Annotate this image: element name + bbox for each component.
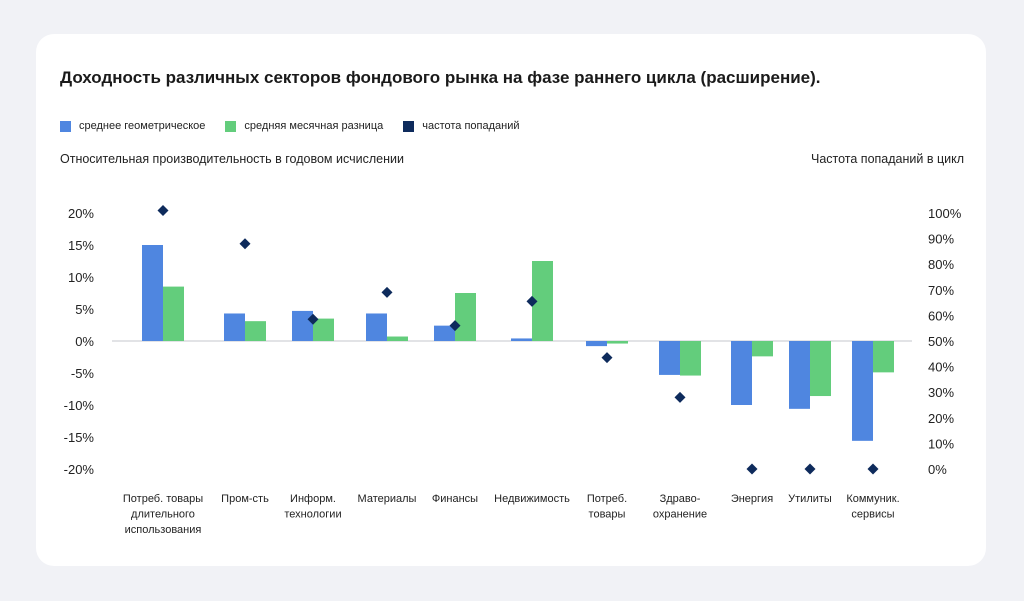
x-category-label-line: технологии [284,509,341,521]
x-category-label-line: охранение [653,509,707,521]
bar-monthly-difference [532,261,553,341]
y-tick-left: 0% [75,334,94,349]
x-category-label: Пром-сть [221,493,269,505]
bar-monthly-difference [607,341,628,344]
point-hit-rate [307,313,319,325]
y-tick-right: 70% [928,283,954,298]
y-tick-right: 10% [928,436,954,451]
point-hit-rate [157,204,169,216]
chart-title: Доходность различных секторов фондового … [60,68,821,87]
y-tick-right: 60% [928,308,954,323]
y-tick-right: 0% [928,462,947,477]
point-hit-rate [381,286,393,298]
y-tick-right: 80% [928,257,954,272]
y-tick-right: 30% [928,385,954,400]
bar-monthly-difference [810,341,831,397]
legend: среднее геометрическое средняя месячная … [60,120,540,132]
bar-geometric-mean [224,313,245,341]
x-category-label-line: Пром-сть [221,493,269,505]
bar-monthly-difference [873,341,894,373]
bar-geometric-mean [586,341,607,347]
bar-geometric-mean [292,310,313,341]
point-hit-rate [804,463,816,475]
bar-geometric-mean [511,338,532,341]
bar-geometric-mean [434,325,455,341]
x-category-label-line: Недвижимость [494,493,570,505]
y-tick-right: 20% [928,411,954,426]
x-category-label: Коммуник. сервисы [846,493,899,521]
point-hit-rate [239,238,251,250]
x-category-label: Информ. технологии [284,493,341,521]
point-hit-rate [526,295,538,307]
legend-label-geometric-mean: среднее геометрическое [79,120,206,132]
point-hit-rate [449,320,461,332]
x-category-label: Здраво-охранение [653,493,707,521]
bar-monthly-difference [313,318,334,341]
bar-geometric-mean [659,341,680,375]
x-category-label-line: товары [589,509,626,521]
legend-swatch-hit-rate [403,120,415,132]
y-tick-left: 5% [75,302,94,317]
x-category-label: Финансы [432,493,478,505]
x-category-label-line: Финансы [432,493,478,505]
point-hit-rate [674,391,686,403]
x-category-label-line: Потреб. [587,493,627,505]
x-category-label-line: длительного [131,509,195,521]
bar-monthly-difference [455,293,476,341]
x-category-label-line: Материалы [358,493,417,505]
x-category-label-line: Утилиты [788,493,832,505]
y-axis-right-title: Частота попаданий в цикл [811,152,964,166]
bar-monthly-difference [752,341,773,357]
x-category-label-line: сервисы [851,509,894,521]
legend-item-monthly-difference: средняя месячная разница [225,120,383,132]
x-category-label-line: Потреб. товары [123,493,203,505]
y-tick-left: 10% [68,270,94,285]
bar-monthly-difference [245,321,266,341]
legend-item-geometric-mean: среднее геометрическое [60,120,205,132]
x-category-label: Утилиты [788,493,832,505]
point-hit-rate [867,463,879,475]
bar-geometric-mean [731,341,752,405]
bar-geometric-mean [789,341,810,409]
y-tick-right: 50% [928,334,954,349]
bar-geometric-mean [142,245,163,341]
y-tick-right: 90% [928,232,954,247]
x-category-label-line: использования [125,524,202,536]
y-tick-left: -10% [64,398,95,413]
x-category-label-line: Коммуник. [846,493,899,505]
y-tick-left: -5% [71,366,95,381]
x-category-label: Недвижимость [494,493,570,505]
legend-swatch-geometric-mean [60,120,71,132]
legend-label-hit-rate: частота попаданий [422,120,520,132]
legend-item-hit-rate: частота попаданий [403,120,520,132]
legend-swatch-monthly-difference [225,120,237,132]
y-axis-left-title: Относительная производительность в годов… [60,152,404,166]
x-category-label-line: Здраво- [660,493,701,505]
x-category-label: Материалы [358,493,417,505]
x-category-label: Потреб. товары [587,493,627,521]
bar-monthly-difference [163,286,184,341]
y-tick-right: 40% [928,360,954,375]
bar-monthly-difference [387,336,408,341]
y-tick-right: 100% [928,206,962,221]
bar-geometric-mean [366,313,387,341]
x-category-label: Потреб. товары длительного использования [123,493,203,536]
x-category-label-line: Информ. [290,493,336,505]
bar-monthly-difference [680,341,701,376]
x-category-label: Энергия [731,493,773,505]
y-tick-left: 15% [68,238,94,253]
bar-geometric-mean [852,341,873,441]
x-category-label-line: Энергия [731,493,773,505]
y-tick-left: -20% [64,462,95,477]
chart-card [36,34,986,566]
point-hit-rate [601,352,613,364]
legend-label-monthly-difference: средняя месячная разница [244,120,384,132]
y-tick-left: 20% [68,206,94,221]
y-tick-left: -15% [64,430,95,445]
point-hit-rate [746,463,758,475]
